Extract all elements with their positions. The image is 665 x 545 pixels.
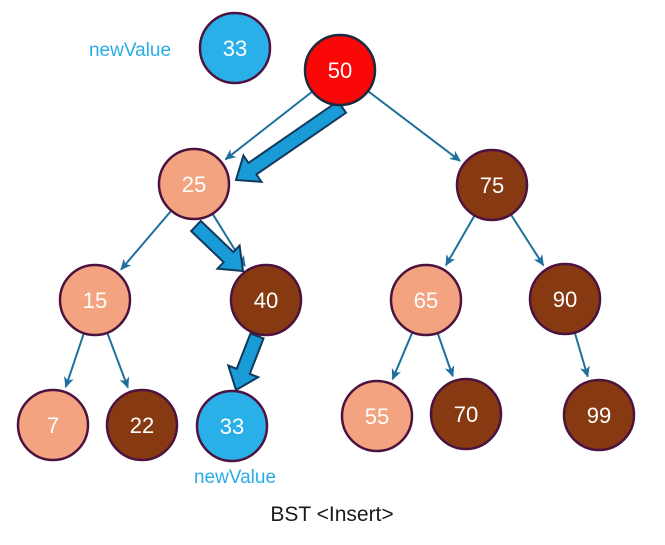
- node-value: 65: [414, 288, 438, 313]
- node-circle: [562, 378, 636, 452]
- node-value: 99: [587, 403, 611, 428]
- node-circle: [389, 263, 463, 337]
- node-value: 33: [223, 36, 247, 61]
- tree-node-15: 15: [58, 263, 132, 337]
- page-title: BST <Insert>: [270, 503, 393, 526]
- insert-arrow-40-33new: [226, 332, 265, 392]
- node-circle: [157, 147, 231, 221]
- tree-node-22: 22: [105, 388, 179, 462]
- node-value: 40: [254, 288, 278, 313]
- tree-node-50: 50: [303, 33, 377, 107]
- insert-path-arrows: [189, 99, 348, 392]
- node-circle: [198, 11, 272, 85]
- node-value: 15: [83, 288, 107, 313]
- tree-node-55: 55: [340, 379, 414, 453]
- node-value: 50: [328, 58, 352, 83]
- insert-arrow-25-40: [189, 219, 245, 273]
- edge-50-25: [224, 90, 314, 161]
- node-value: 7: [47, 413, 59, 438]
- edge-25-15: [120, 209, 173, 271]
- edge-75-65: [445, 214, 476, 267]
- node-value: 55: [365, 404, 389, 429]
- node-circle: [195, 389, 269, 463]
- tree-nodes: 33 50 25 75 15 40 65 90 7 22 33 55 70 99: [16, 11, 636, 463]
- tree-node-90: 90: [528, 262, 602, 336]
- node-value: 25: [182, 172, 206, 197]
- tree-node-99: 99: [562, 378, 636, 452]
- node-circle: [303, 33, 377, 107]
- edge-15-7: [64, 332, 85, 389]
- tree-edges: [64, 90, 590, 389]
- edge-65-55: [391, 331, 414, 381]
- node-circle: [340, 379, 414, 453]
- node-circle: [58, 263, 132, 337]
- edge-65-70: [436, 332, 455, 378]
- edge-75-90: [510, 213, 545, 267]
- tree-node-33src: 33: [198, 11, 272, 85]
- tree-node-33new: 33: [195, 389, 269, 463]
- tree-node-70: 70: [429, 377, 503, 451]
- tree-node-40: 40: [229, 263, 303, 337]
- node-circle: [429, 377, 503, 451]
- tree-node-7: 7: [16, 388, 90, 462]
- node-circle: [528, 262, 602, 336]
- tree-node-65: 65: [389, 263, 463, 337]
- edge-15-22: [106, 332, 130, 389]
- node-circle: [16, 388, 90, 462]
- node-value: 22: [130, 413, 154, 438]
- node-value: 70: [454, 402, 478, 427]
- node-circle: [105, 388, 179, 462]
- node-value: 75: [480, 173, 504, 198]
- node-circle: [455, 148, 529, 222]
- new-value-label-top: newValue: [89, 40, 171, 61]
- new-value-label-bottom: newValue: [194, 467, 276, 488]
- node-value: 33: [220, 414, 244, 439]
- node-value: 90: [553, 287, 577, 312]
- edge-50-75: [367, 90, 461, 162]
- tree-node-75: 75: [455, 148, 529, 222]
- node-circle: [229, 263, 303, 337]
- insert-arrow-50-25: [234, 99, 348, 183]
- edge-90-99: [573, 332, 590, 378]
- tree-node-25: 25: [157, 147, 231, 221]
